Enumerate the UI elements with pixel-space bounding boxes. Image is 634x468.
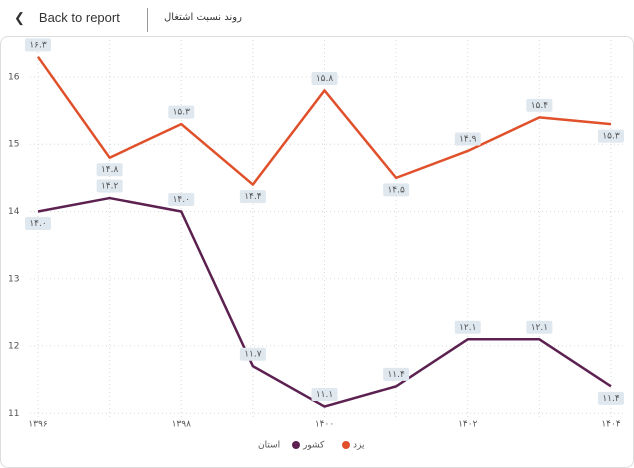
value-label: ۱۴.۲ [101,182,119,192]
value-label-bg [598,129,624,143]
y-tick-label: 15 [8,140,19,150]
value-label-bg [96,163,123,177]
y-tick-label: 14 [8,207,20,217]
y-tick-label: 11 [8,409,19,419]
y-tick-label: 16 [8,72,20,82]
value-label-bg [383,183,410,197]
value-label-bg [25,217,51,231]
value-label-bg [239,347,266,361]
y-tick-label: 13 [8,274,19,284]
value-label-bg [311,71,338,85]
value-label-bg [454,320,481,334]
value-label-bg [168,105,195,119]
value-label: ۱۵.۳ [602,132,620,142]
value-label-bg [526,320,553,334]
value-label-bg [96,179,123,193]
x-tick-label: ۱۴۰۰ [315,420,334,430]
value-label: ۱۴.۰ [29,219,46,229]
value-label-bg [239,190,266,204]
value-label-bg [526,98,553,112]
value-label: ۱۴.۰ [173,195,190,205]
legend-swatch [292,441,300,449]
legend-swatch [342,441,350,449]
value-label: ۱۵.۳ [173,108,191,118]
legend-label: کشور [302,441,325,451]
value-label-bg [168,193,195,207]
value-label: ۱۶.۳ [29,40,47,50]
separator [147,8,148,32]
x-tick-label: ۱۴۰۲ [458,420,478,430]
x-tick-label: ۱۴۰۴ [601,420,621,430]
header: ❮ Back to report روند نسبت اشتغال [0,0,634,38]
value-label: ۱۴.۵ [387,185,405,195]
value-label-bg [25,38,51,52]
value-label: ۱۱.۷ [244,350,262,360]
x-tick-label: ۱۳۹۸ [172,420,192,430]
back-button[interactable]: ❮ Back to report [14,10,120,25]
value-label: ۱۱.۴ [387,370,405,380]
value-label: ۱۲.۱ [459,323,476,333]
value-label: ۱۲.۱ [531,323,548,333]
value-label: ۱۱.۴ [602,394,620,404]
value-label: ۱۵.۴ [531,101,549,111]
legend-title: استان [258,441,280,451]
page-title: روند نسبت اشتغال [164,12,242,23]
back-label[interactable]: Back to report [38,10,120,25]
value-label-bg [311,388,338,402]
x-tick-label: ۱۳۹۶ [28,420,48,430]
value-label: ۱۱.۱ [316,390,333,400]
value-label: ۱۴.۹ [459,134,477,144]
value-label-bg [383,367,410,381]
series-line [36,56,612,186]
y-tick-label: 12 [8,342,19,352]
series-line [37,196,612,408]
legend-label: یزد [353,441,365,451]
value-label: ۱۴.۴ [244,192,262,202]
value-label-bg [598,391,624,405]
value-label-bg [454,132,481,146]
value-label: ۱۵.۸ [316,74,334,84]
value-label: ۱۴.۸ [101,165,119,175]
